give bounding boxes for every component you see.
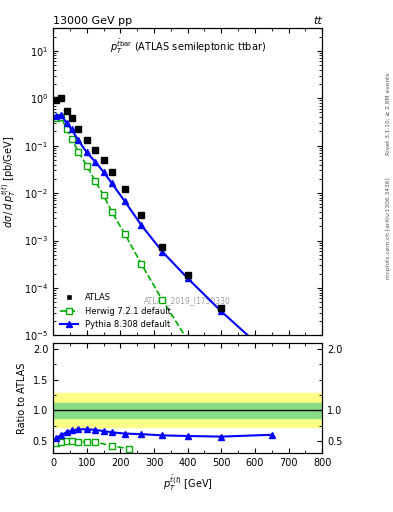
Text: mcplots.cern.ch [arXiv:1306.3436]: mcplots.cern.ch [arXiv:1306.3436] (386, 177, 391, 279)
Legend: ATLAS, Herwig 7.2.1 default, Pythia 8.308 default: ATLAS, Herwig 7.2.1 default, Pythia 8.30… (57, 291, 173, 331)
Bar (53, 393, 322, 428)
Text: $p_T^{\bar{t}\rm{bar}}$ (ATLAS semileptonic ttbar): $p_T^{\bar{t}\rm{bar}}$ (ATLAS semilepto… (110, 37, 266, 56)
Text: tt: tt (314, 15, 322, 26)
Text: 13000 GeV pp: 13000 GeV pp (53, 15, 132, 26)
Y-axis label: $d\sigma\,/\,d\,p_T^{\bar{t}(t)}$ [pb/GeV]: $d\sigma\,/\,d\,p_T^{\bar{t}(t)}$ [pb/Ge… (0, 136, 18, 228)
Text: ATLAS_2019_I1750330: ATLAS_2019_I1750330 (144, 295, 231, 305)
Text: Rivet 3.1.10, ≥ 2.8M events: Rivet 3.1.10, ≥ 2.8M events (386, 73, 391, 156)
X-axis label: $p_T^{\bar{t}(t)}$ [GeV]: $p_T^{\bar{t}(t)}$ [GeV] (163, 474, 213, 493)
Y-axis label: Ratio to ATLAS: Ratio to ATLAS (17, 362, 27, 434)
Bar (53, 403, 322, 418)
